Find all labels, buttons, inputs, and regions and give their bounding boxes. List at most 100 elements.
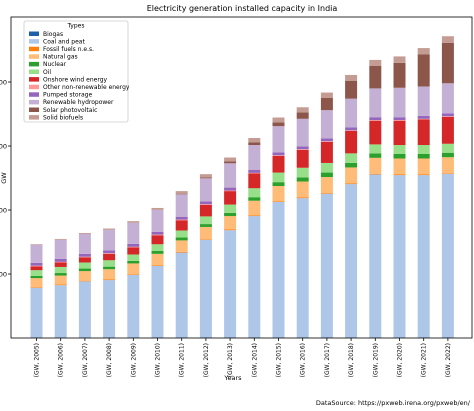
x-axis: (GW, 2005) (GW, 2006) (GW, 2007) (GW, 2008)… (34, 338, 452, 377)
legend-label-3: Natural gas (43, 54, 78, 61)
x-tick-label-11: (GW, 2016) (300, 343, 307, 377)
y-tick-label-100: 100 (0, 270, 7, 278)
bar-segment-natural-gas-2 (78, 271, 91, 281)
bar-segment-onshore-wind-energy-11 (296, 149, 309, 168)
bar-segment-solar-photovoltaic-11 (296, 112, 309, 119)
legend-swatch-9 (29, 99, 39, 105)
bar-segment-natural-gas-1 (54, 275, 67, 285)
bar-segment-onshore-wind-energy-6 (175, 220, 188, 231)
bar-segment-oil-1 (54, 266, 67, 274)
bar-segment-pumped-storage-11 (296, 146, 309, 150)
bar-segment-oil-14 (369, 144, 382, 154)
legend-swatch-11 (29, 115, 39, 120)
bar-segment-fossil-fuels-n-e-s--10 (272, 201, 285, 202)
bar-segment-fossil-fuels-n-e-s--7 (199, 239, 212, 240)
bar-segment-pumped-storage-13 (345, 127, 358, 131)
bar-segment-nuclear-16 (417, 154, 430, 159)
bar-segment-natural-gas-0 (30, 278, 43, 288)
x-tick-label-13: (GW, 2018) (348, 343, 355, 377)
x-tick-label-17: (GW, 2022) (445, 343, 452, 377)
x-tick-label-15: (GW, 2020) (397, 343, 404, 377)
bar-segment-solid-biofuels-15 (393, 56, 406, 63)
bar-segment-fossil-fuels-n-e-s--3 (103, 279, 116, 281)
legend-swatch-1 (29, 39, 39, 44)
bar-segment-coal-and-peat-17 (441, 173, 454, 338)
bar-segment-renewable-hydropower-6 (175, 194, 188, 217)
chart-title: Electricity generation installed capacit… (147, 4, 338, 13)
bar-segment-fossil-fuels-n-e-s--4 (127, 274, 140, 275)
y-tick-label-400: 400 (0, 78, 7, 86)
x-tick-label-3: (GW, 2008) (106, 343, 113, 377)
x-tick-label-8: (GW, 2013) (227, 343, 234, 377)
bar-segment-natural-gas-14 (369, 157, 382, 174)
bar-segment-pumped-storage-5 (151, 231, 164, 235)
bar-segment-solar-photovoltaic-12 (320, 98, 333, 111)
bar-segment-renewable-hydropower-17 (441, 83, 454, 114)
bar-segment-pumped-storage-15 (393, 117, 406, 121)
bar-segment-other-non-renewable-energy-8 (224, 190, 237, 192)
x-tick-label-10: (GW, 2015) (276, 343, 283, 377)
bar-segment-oil-11 (296, 167, 309, 178)
bar-segment-oil-13 (345, 153, 358, 163)
bar-segment-nuclear-0 (30, 275, 43, 279)
bar-segment-pumped-storage-17 (441, 113, 454, 117)
legend-swatch-2 (29, 46, 39, 52)
bar-segment-fossil-fuels-n-e-s--5 (151, 265, 164, 266)
bar-segment-renewable-hydropower-0 (30, 244, 43, 263)
bar-segment-pumped-storage-10 (272, 152, 285, 156)
legend-label-7: Other non-renewable energy (43, 84, 130, 91)
legend-label-2: Fossil fuels n.e.s. (43, 46, 94, 53)
bar-segment-nuclear-11 (296, 177, 309, 182)
legend-swatch-10 (29, 107, 39, 112)
bar-segment-onshore-wind-energy-0 (30, 266, 43, 271)
legend-label-11: Solid biofuels (43, 114, 83, 121)
x-tick-label-9: (GW, 2014) (251, 343, 258, 377)
bar-segment-solid-biofuels-4 (127, 221, 140, 223)
bar-segment-coal-and-peat-10 (272, 202, 285, 338)
bar-segment-solar-photovoltaic-14 (369, 66, 382, 89)
bar-segment-oil-12 (320, 162, 333, 173)
bar-segment-other-non-renewable-energy-5 (151, 234, 164, 236)
bar-segment-fossil-fuels-n-e-s--17 (441, 173, 454, 174)
bar-segment-nuclear-10 (272, 182, 285, 186)
bar-segment-solid-biofuels-13 (345, 74, 358, 81)
bar-segment-nuclear-15 (393, 154, 406, 159)
bar-segment-renewable-hydropower-9 (248, 145, 261, 170)
bar-segment-other-non-renewable-energy-11 (296, 149, 309, 150)
bar-segment-natural-gas-17 (441, 157, 454, 174)
y-axis-label: GW (0, 172, 8, 184)
bar-segment-renewable-hydropower-11 (296, 118, 309, 147)
bar-segment-oil-9 (248, 188, 261, 198)
bar-segment-solid-biofuels-9 (248, 138, 261, 143)
legend-swatch-4 (29, 61, 39, 67)
bar-segment-renewable-hydropower-16 (417, 86, 430, 116)
bar-segment-other-non-renewable-energy-4 (127, 246, 140, 248)
bar-segment-pumped-storage-2 (78, 253, 91, 257)
bar-segment-other-non-renewable-energy-2 (78, 256, 91, 258)
x-tick-label-1: (GW, 2006) (58, 343, 65, 377)
bar-segment-solid-biofuels-3 (103, 228, 116, 230)
bar-segment-natural-gas-5 (151, 253, 164, 266)
legend-swatch-3 (29, 54, 39, 59)
bar-segment-onshore-wind-energy-5 (151, 235, 164, 245)
bar-segment-onshore-wind-energy-8 (224, 191, 237, 205)
bar-segment-fossil-fuels-n-e-s--14 (369, 173, 382, 175)
bar-segment-solid-biofuels-11 (296, 107, 309, 113)
legend-label-9: Renewable hydropower (43, 99, 114, 106)
bar-segment-coal-and-peat-8 (224, 230, 237, 338)
bar-segment-renewable-hydropower-4 (127, 222, 140, 244)
bar-segment-other-non-renewable-energy-12 (320, 141, 333, 142)
bar-segment-renewable-hydropower-14 (369, 88, 382, 118)
bar-segment-solar-photovoltaic-15 (393, 62, 406, 88)
bar-segment-other-non-renewable-energy-9 (248, 172, 261, 174)
bar-segment-oil-7 (199, 216, 212, 225)
bar-segment-coal-and-peat-16 (417, 175, 430, 338)
bar-segment-other-non-renewable-energy-14 (369, 120, 382, 121)
bar-segment-nuclear-9 (248, 197, 261, 201)
bar-segment-fossil-fuels-n-e-s--8 (224, 229, 237, 231)
bar-segment-nuclear-6 (175, 237, 188, 241)
bar-segment-natural-gas-3 (103, 269, 116, 280)
bar-segment-fossil-fuels-n-e-s--9 (248, 215, 261, 217)
bar-segment-pumped-storage-8 (224, 187, 237, 191)
bar-segment-solid-biofuels-6 (175, 191, 188, 194)
